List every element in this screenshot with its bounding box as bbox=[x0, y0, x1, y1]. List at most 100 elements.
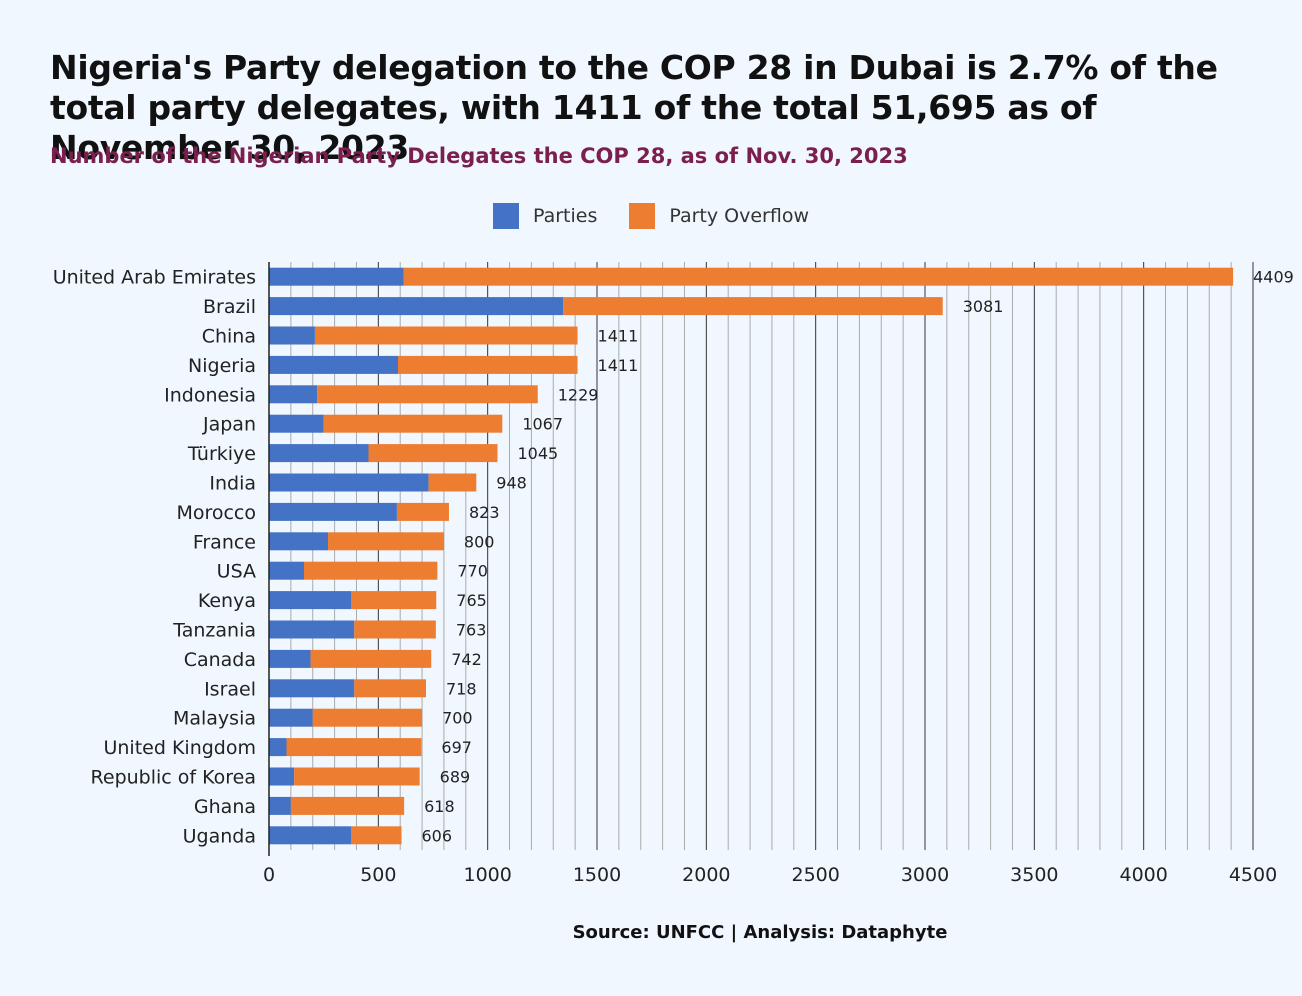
category-label: United Kingdom bbox=[103, 737, 256, 759]
data-label: 770 bbox=[457, 562, 488, 581]
data-label: 4409 bbox=[1253, 268, 1294, 287]
legend-item-parties: Parties bbox=[492, 203, 598, 229]
bar-parties bbox=[269, 326, 315, 345]
bar-party-overflow bbox=[328, 532, 444, 551]
data-label: 1411 bbox=[598, 327, 639, 346]
data-label: 697 bbox=[441, 738, 472, 757]
bar-parties bbox=[269, 679, 355, 698]
x-tick-label: 500 bbox=[360, 864, 396, 886]
data-label: 765 bbox=[456, 591, 487, 610]
x-tick-label: 2500 bbox=[791, 864, 839, 886]
chart-subtitle: Number of the Nigerian Party Delegates t… bbox=[50, 144, 908, 168]
bar-parties bbox=[269, 738, 287, 757]
category-label: Morocco bbox=[176, 502, 256, 524]
category-label: Kenya bbox=[198, 590, 256, 612]
category-label: Ghana bbox=[194, 796, 256, 818]
category-label: Israel bbox=[204, 678, 256, 700]
category-label: China bbox=[202, 326, 256, 348]
x-tick-label: 4500 bbox=[1229, 864, 1277, 886]
category-label: France bbox=[193, 531, 256, 553]
bar-party-overflow bbox=[354, 620, 436, 639]
category-label: Malaysia bbox=[173, 708, 256, 730]
bar-party-overflow bbox=[286, 738, 422, 757]
bar-parties bbox=[269, 297, 564, 316]
category-label: India bbox=[209, 473, 256, 495]
data-label: 800 bbox=[464, 532, 495, 551]
bar-parties bbox=[269, 561, 304, 580]
category-label: Indonesia bbox=[164, 384, 256, 406]
bar-parties bbox=[269, 796, 291, 815]
bar-parties bbox=[269, 649, 311, 668]
bar-parties bbox=[269, 355, 399, 374]
bar-parties bbox=[269, 473, 429, 492]
category-label: Uganda bbox=[183, 825, 256, 847]
data-label: 1067 bbox=[522, 415, 563, 434]
bar-party-overflow bbox=[403, 267, 1234, 286]
data-label: 948 bbox=[496, 474, 527, 493]
bar-party-overflow bbox=[563, 297, 943, 316]
bar-party-overflow bbox=[351, 826, 402, 845]
bar-party-overflow bbox=[354, 679, 427, 698]
category-label: USA bbox=[217, 561, 256, 583]
bar-parties bbox=[269, 708, 313, 727]
category-label: Republic of Korea bbox=[91, 767, 256, 789]
legend-item-overflow: Party Overflow bbox=[629, 203, 809, 229]
bar-parties bbox=[269, 620, 355, 639]
x-tick-label: 4000 bbox=[1119, 864, 1167, 886]
data-label: 700 bbox=[442, 709, 473, 728]
data-label: 689 bbox=[440, 768, 471, 787]
category-label: Nigeria bbox=[188, 355, 256, 377]
bar-party-overflow bbox=[303, 561, 438, 580]
category-label: United Arab Emirates bbox=[53, 267, 256, 289]
data-label: 618 bbox=[424, 797, 455, 816]
bar-party-overflow bbox=[290, 796, 405, 815]
category-label: Tanzania bbox=[172, 620, 256, 642]
bar-party-overflow bbox=[314, 326, 578, 345]
data-label: 742 bbox=[451, 650, 482, 669]
bar-parties bbox=[269, 444, 369, 463]
bar-parties bbox=[269, 267, 404, 286]
data-label: 1411 bbox=[598, 356, 639, 375]
legend-swatch-parties bbox=[492, 203, 519, 229]
data-label: 763 bbox=[456, 621, 487, 640]
x-tick-label: 1000 bbox=[463, 864, 511, 886]
bar-parties bbox=[269, 385, 318, 404]
bar-chart: United Arab Emirates 4409 Brazil 3081 China 1… bbox=[53, 262, 1294, 886]
category-label: Türkiye bbox=[187, 443, 256, 465]
chart-title: Nigeria's Party delegation to the COP 28… bbox=[50, 48, 1218, 167]
bar-parties bbox=[269, 532, 329, 551]
category-label: Canada bbox=[184, 649, 256, 671]
legend-label-parties: Parties bbox=[532, 205, 598, 227]
x-tick-label: 3500 bbox=[1010, 864, 1058, 886]
data-label: 1045 bbox=[518, 444, 559, 463]
category-label: Brazil bbox=[203, 296, 256, 318]
bar-party-overflow bbox=[428, 473, 477, 492]
legend-swatch-overflow bbox=[629, 203, 656, 229]
bar-parties bbox=[269, 591, 351, 610]
bar-parties bbox=[269, 826, 351, 845]
x-tick-label: 1500 bbox=[573, 864, 621, 886]
bar-party-overflow bbox=[310, 649, 432, 668]
x-tick-label: 2000 bbox=[682, 864, 730, 886]
bar-party-overflow bbox=[294, 767, 420, 786]
bar-party-overflow bbox=[396, 502, 449, 521]
data-label: 1229 bbox=[558, 385, 599, 404]
bar-party-overflow bbox=[317, 385, 538, 404]
source-note: Source: UNFCC | Analysis: Dataphyte bbox=[572, 922, 948, 943]
bar-parties bbox=[269, 414, 324, 433]
data-label: 823 bbox=[469, 503, 500, 522]
legend: Parties Party Overflow bbox=[0, 203, 1302, 229]
bar-parties bbox=[269, 767, 295, 786]
bar-party-overflow bbox=[368, 444, 498, 463]
legend-label-overflow: Party Overflow bbox=[669, 205, 809, 227]
data-label: 3081 bbox=[963, 297, 1004, 316]
x-tick-label: 0 bbox=[263, 864, 275, 886]
bar-parties bbox=[269, 502, 397, 521]
bar-party-overflow bbox=[312, 708, 423, 727]
bar-party-overflow bbox=[398, 355, 578, 374]
data-label: 606 bbox=[422, 826, 453, 845]
x-tick-label: 3000 bbox=[901, 864, 949, 886]
bar-party-overflow bbox=[351, 591, 437, 610]
data-label: 718 bbox=[446, 679, 477, 698]
bar-party-overflow bbox=[323, 414, 503, 433]
